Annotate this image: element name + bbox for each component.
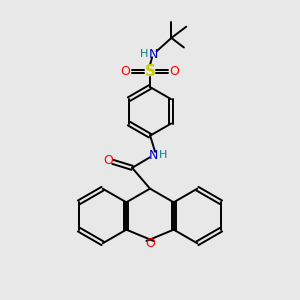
Text: H: H — [159, 150, 167, 160]
Text: O: O — [103, 154, 113, 167]
Text: N: N — [149, 149, 158, 162]
Text: O: O — [121, 65, 130, 78]
Text: O: O — [169, 65, 179, 78]
Text: S: S — [145, 64, 155, 79]
Text: N: N — [149, 48, 158, 61]
Text: H: H — [140, 49, 148, 59]
Text: O: O — [145, 237, 155, 250]
